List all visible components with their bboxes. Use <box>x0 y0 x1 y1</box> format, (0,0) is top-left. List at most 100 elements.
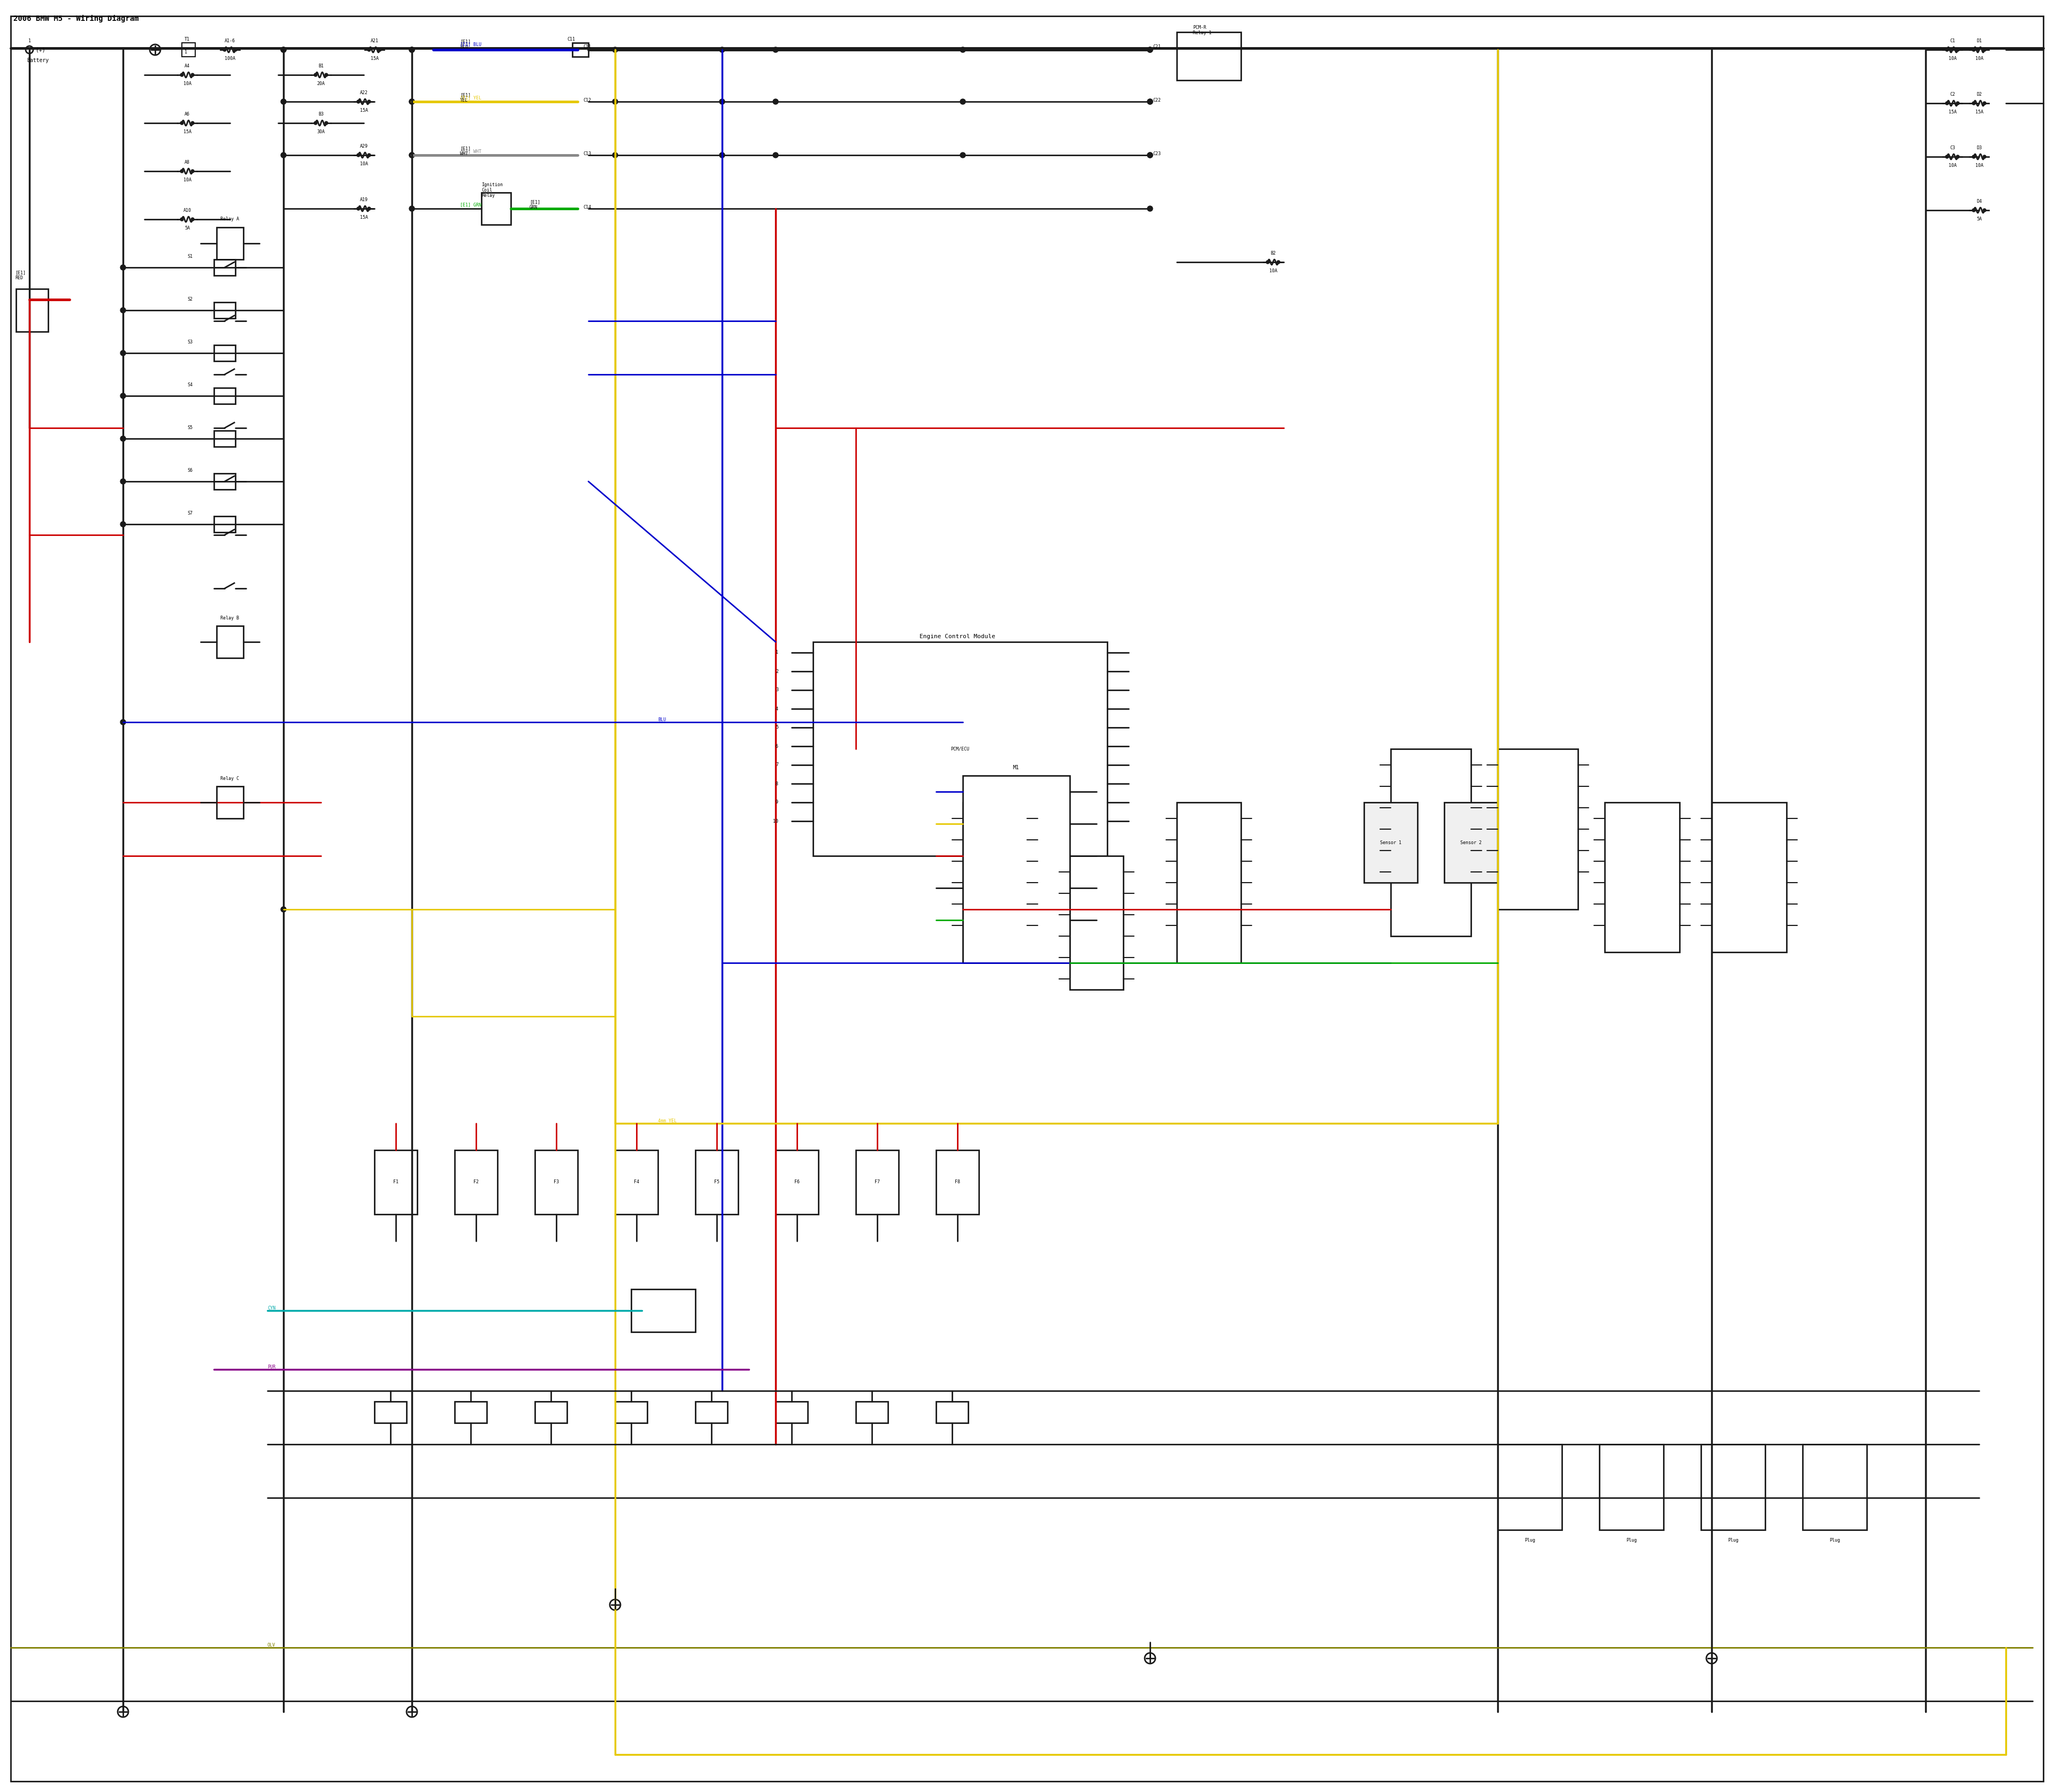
Text: B3: B3 <box>318 111 325 116</box>
Circle shape <box>121 435 125 441</box>
Text: Relay B: Relay B <box>220 615 240 620</box>
Text: F7: F7 <box>875 1179 879 1185</box>
Circle shape <box>368 48 370 52</box>
Text: S7: S7 <box>187 511 193 516</box>
Text: [E1] WHT: [E1] WHT <box>460 149 481 154</box>
Text: C2: C2 <box>1949 91 1955 97</box>
Circle shape <box>314 122 316 125</box>
Circle shape <box>959 99 965 104</box>
Circle shape <box>1982 48 1986 52</box>
Bar <box>1364 803 1417 883</box>
Bar <box>1070 857 1124 989</box>
Text: D2: D2 <box>1976 91 1982 97</box>
Bar <box>1803 1444 1867 1530</box>
Bar <box>216 787 242 819</box>
Circle shape <box>409 99 415 104</box>
Circle shape <box>191 217 195 220</box>
Text: BLU: BLU <box>657 717 665 722</box>
Circle shape <box>1148 99 1152 104</box>
Text: 6: 6 <box>776 744 778 749</box>
Text: [E1]: [E1] <box>460 39 470 45</box>
Bar <box>696 1150 737 1215</box>
Circle shape <box>281 47 286 52</box>
Text: YEL: YEL <box>460 97 468 102</box>
Text: A22: A22 <box>359 90 368 95</box>
Circle shape <box>1148 47 1152 52</box>
Bar <box>696 1401 727 1423</box>
Circle shape <box>1955 102 1960 106</box>
Text: 9: 9 <box>776 799 778 805</box>
Bar <box>963 803 1027 962</box>
Bar <box>214 387 236 403</box>
Circle shape <box>357 154 359 156</box>
Circle shape <box>719 47 725 52</box>
Circle shape <box>1148 99 1152 104</box>
Text: F8: F8 <box>955 1179 959 1185</box>
Text: CYN: CYN <box>267 1306 275 1310</box>
Circle shape <box>325 73 329 77</box>
Bar <box>534 1401 567 1423</box>
Circle shape <box>772 99 778 104</box>
Text: 7: 7 <box>776 763 778 767</box>
Text: 15A: 15A <box>1949 109 1955 115</box>
Bar <box>214 303 236 319</box>
Circle shape <box>181 170 183 172</box>
Circle shape <box>772 152 778 158</box>
Text: Plug: Plug <box>1727 1538 1738 1543</box>
Text: 1: 1 <box>776 650 778 656</box>
Circle shape <box>1278 260 1280 263</box>
Circle shape <box>1982 156 1986 158</box>
Circle shape <box>1982 102 1986 106</box>
Text: C11: C11 <box>567 36 575 41</box>
Text: Plug: Plug <box>1830 1538 1840 1543</box>
Text: 15A: 15A <box>1976 109 1982 115</box>
Circle shape <box>121 265 125 271</box>
Text: A1-6: A1-6 <box>224 38 236 43</box>
Circle shape <box>191 122 195 125</box>
Text: Sensor 1: Sensor 1 <box>1380 840 1401 844</box>
Text: 2006 BMW M5 - Wiring Diagram: 2006 BMW M5 - Wiring Diagram <box>14 14 140 23</box>
Text: PUR: PUR <box>267 1364 275 1369</box>
Circle shape <box>1955 48 1960 52</box>
Text: 10A: 10A <box>359 161 368 167</box>
Text: 10A: 10A <box>1269 269 1278 274</box>
Bar <box>183 43 195 57</box>
Bar <box>534 1150 577 1215</box>
Text: 1: 1 <box>29 38 31 43</box>
Bar <box>857 1150 900 1215</box>
Bar <box>573 43 587 57</box>
Text: B2: B2 <box>1269 251 1276 256</box>
Circle shape <box>1148 152 1152 158</box>
Text: 3: 3 <box>776 688 778 692</box>
Text: 10: 10 <box>772 819 778 824</box>
Text: 20A: 20A <box>316 81 325 86</box>
Circle shape <box>224 48 226 52</box>
Text: Engine Control Module: Engine Control Module <box>920 634 996 640</box>
Circle shape <box>719 152 725 158</box>
Text: RED: RED <box>14 276 23 281</box>
Text: C13: C13 <box>583 152 592 156</box>
Text: 10A: 10A <box>183 177 191 183</box>
Text: 5: 5 <box>776 726 778 729</box>
Circle shape <box>1148 206 1152 211</box>
Circle shape <box>121 478 125 484</box>
Text: F5: F5 <box>715 1179 719 1185</box>
Circle shape <box>281 99 286 104</box>
Bar <box>1391 749 1471 935</box>
Text: 4: 4 <box>776 706 778 711</box>
Text: 15A: 15A <box>359 108 368 113</box>
Circle shape <box>191 73 195 77</box>
Text: 8: 8 <box>776 781 778 787</box>
Bar <box>614 1150 657 1215</box>
Text: 30A: 30A <box>316 129 325 134</box>
Bar <box>813 642 1107 857</box>
Bar <box>481 192 511 224</box>
Text: 15A: 15A <box>359 215 368 220</box>
Circle shape <box>1265 260 1269 263</box>
Circle shape <box>357 208 359 210</box>
Text: [E1]: [E1] <box>460 93 470 97</box>
Text: 10A: 10A <box>1976 163 1982 168</box>
Circle shape <box>191 170 195 172</box>
Bar <box>776 1401 807 1423</box>
Circle shape <box>1972 156 1976 158</box>
